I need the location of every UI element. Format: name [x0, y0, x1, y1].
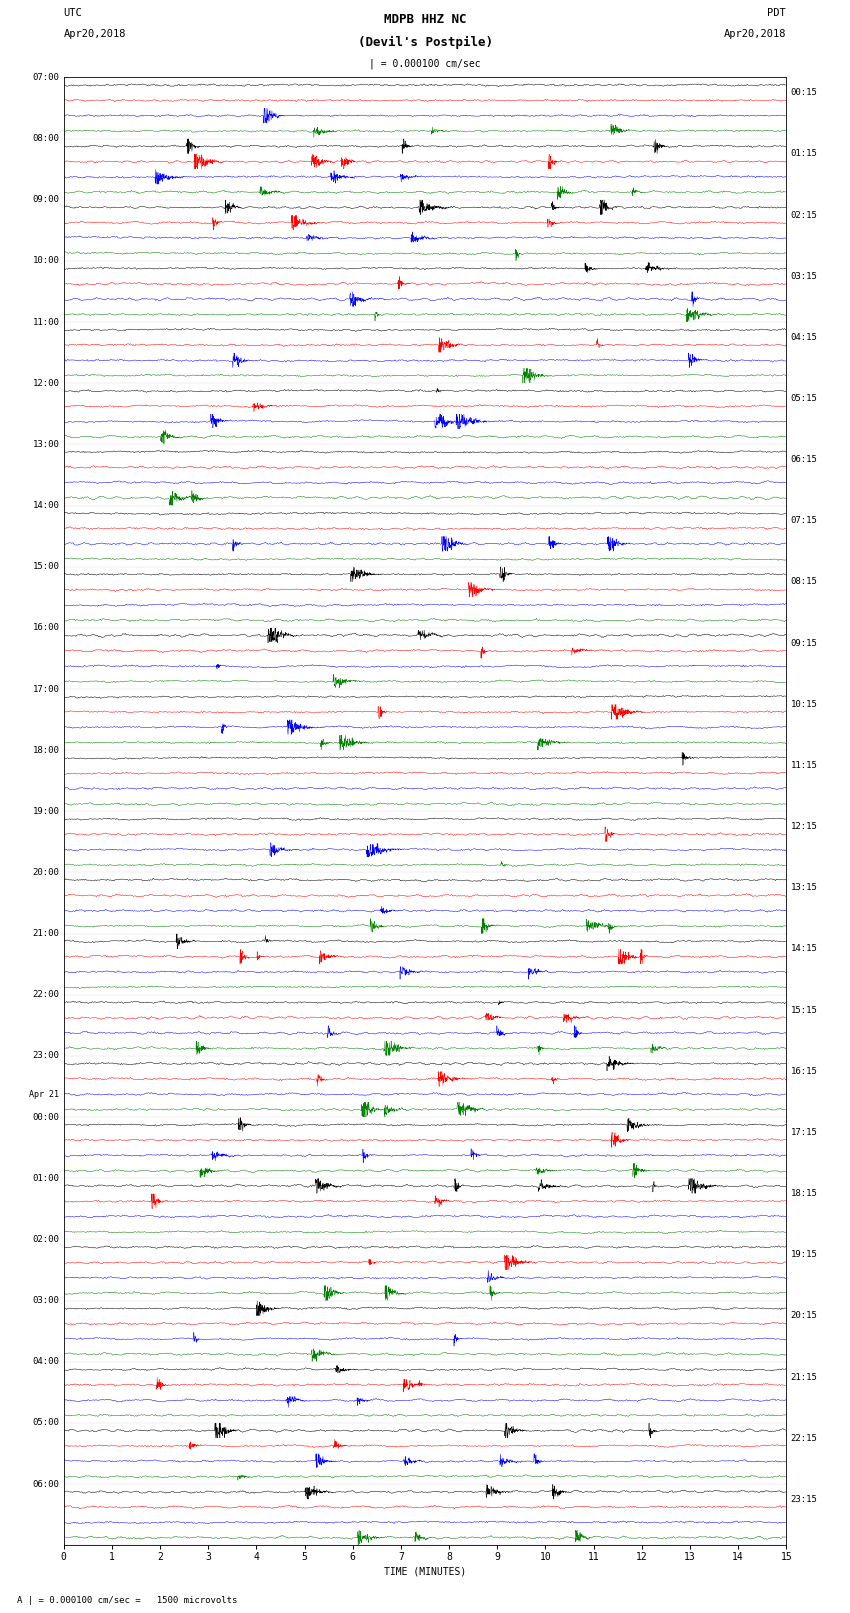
- Text: 19:15: 19:15: [790, 1250, 818, 1260]
- Text: 09:00: 09:00: [32, 195, 60, 205]
- Text: Apr20,2018: Apr20,2018: [723, 29, 786, 39]
- Text: 18:15: 18:15: [790, 1189, 818, 1198]
- Text: 06:15: 06:15: [790, 455, 818, 465]
- Text: (Devil's Postpile): (Devil's Postpile): [358, 35, 492, 48]
- Text: 15:15: 15:15: [790, 1005, 818, 1015]
- Text: UTC: UTC: [64, 8, 82, 18]
- Text: MDPB HHZ NC: MDPB HHZ NC: [383, 13, 467, 26]
- Text: Apr 21: Apr 21: [30, 1090, 60, 1098]
- Text: 18:00: 18:00: [32, 745, 60, 755]
- Text: 08:15: 08:15: [790, 577, 818, 587]
- Text: 20:00: 20:00: [32, 868, 60, 877]
- Text: 04:15: 04:15: [790, 332, 818, 342]
- Text: 02:15: 02:15: [790, 211, 818, 219]
- Text: A | = 0.000100 cm/sec =   1500 microvolts: A | = 0.000100 cm/sec = 1500 microvolts: [17, 1595, 237, 1605]
- Text: 14:00: 14:00: [32, 502, 60, 510]
- Text: 14:15: 14:15: [790, 945, 818, 953]
- Text: 02:00: 02:00: [32, 1236, 60, 1244]
- Text: 03:15: 03:15: [790, 271, 818, 281]
- Text: 10:00: 10:00: [32, 256, 60, 266]
- Text: 11:00: 11:00: [32, 318, 60, 326]
- Text: 01:00: 01:00: [32, 1174, 60, 1182]
- Text: 04:00: 04:00: [32, 1357, 60, 1366]
- Text: 11:15: 11:15: [790, 761, 818, 769]
- Text: 17:15: 17:15: [790, 1127, 818, 1137]
- Text: 05:00: 05:00: [32, 1418, 60, 1428]
- Text: 06:00: 06:00: [32, 1479, 60, 1489]
- Text: 00:15: 00:15: [790, 89, 818, 97]
- Text: 07:00: 07:00: [32, 73, 60, 82]
- X-axis label: TIME (MINUTES): TIME (MINUTES): [384, 1566, 466, 1576]
- Text: 10:15: 10:15: [790, 700, 818, 708]
- Text: 13:00: 13:00: [32, 440, 60, 448]
- Text: 08:00: 08:00: [32, 134, 60, 144]
- Text: 17:00: 17:00: [32, 684, 60, 694]
- Text: 13:15: 13:15: [790, 884, 818, 892]
- Text: 21:15: 21:15: [790, 1373, 818, 1382]
- Text: 05:15: 05:15: [790, 394, 818, 403]
- Text: 21:00: 21:00: [32, 929, 60, 939]
- Text: 09:15: 09:15: [790, 639, 818, 648]
- Text: Apr20,2018: Apr20,2018: [64, 29, 127, 39]
- Text: 01:15: 01:15: [790, 150, 818, 158]
- Text: | = 0.000100 cm/sec: | = 0.000100 cm/sec: [369, 58, 481, 69]
- Text: 00:00: 00:00: [32, 1113, 60, 1121]
- Text: PDT: PDT: [768, 8, 786, 18]
- Text: 03:00: 03:00: [32, 1297, 60, 1305]
- Text: 22:00: 22:00: [32, 990, 60, 1000]
- Text: 19:00: 19:00: [32, 806, 60, 816]
- Text: 23:00: 23:00: [32, 1052, 60, 1060]
- Text: 07:15: 07:15: [790, 516, 818, 526]
- Text: 23:15: 23:15: [790, 1495, 818, 1503]
- Text: 12:15: 12:15: [790, 823, 818, 831]
- Text: 12:00: 12:00: [32, 379, 60, 387]
- Text: 16:00: 16:00: [32, 623, 60, 632]
- Text: 20:15: 20:15: [790, 1311, 818, 1321]
- Text: 15:00: 15:00: [32, 563, 60, 571]
- Text: 22:15: 22:15: [790, 1434, 818, 1442]
- Text: 16:15: 16:15: [790, 1066, 818, 1076]
